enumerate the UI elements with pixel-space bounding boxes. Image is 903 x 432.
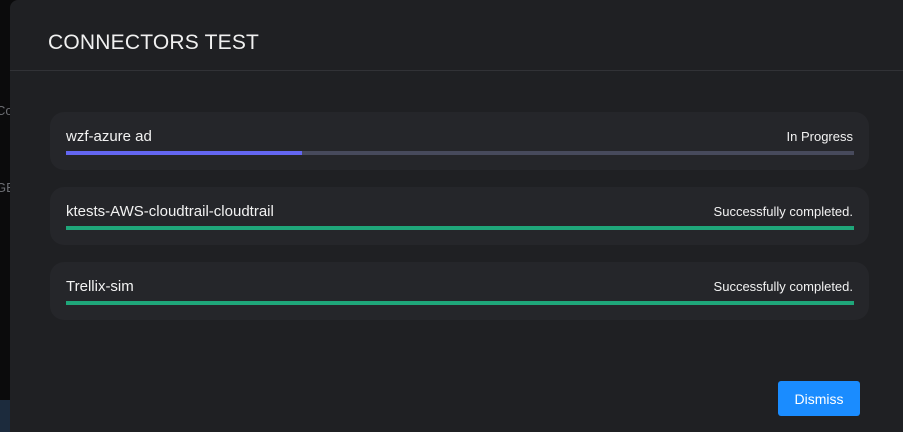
connector-status: In Progress xyxy=(786,129,853,144)
connector-card: wzf-azure ad In Progress xyxy=(50,112,869,170)
connector-card: Trellix-sim Successfully completed. xyxy=(50,262,869,320)
dismiss-button[interactable]: Dismiss xyxy=(778,381,860,416)
progress-bar xyxy=(66,301,854,305)
connector-name: ktests-AWS-cloudtrail-cloudtrail xyxy=(66,203,274,220)
progress-fill xyxy=(66,301,854,305)
connectors-test-modal: CONNECTORS TEST wzf-azure ad In Progress… xyxy=(10,0,903,432)
modal-title: CONNECTORS TEST xyxy=(48,31,260,54)
connector-name: Trellix-sim xyxy=(66,278,134,295)
connector-status: Successfully completed. xyxy=(713,279,853,294)
connector-card: ktests-AWS-cloudtrail-cloudtrail Success… xyxy=(50,187,869,245)
connector-name: wzf-azure ad xyxy=(66,128,152,145)
progress-fill xyxy=(66,151,303,155)
progress-bar xyxy=(66,226,854,230)
background-panel xyxy=(0,400,10,432)
background-text: Co xyxy=(0,103,13,118)
connector-status: Successfully completed. xyxy=(713,204,853,219)
modal-header: CONNECTORS TEST xyxy=(10,0,903,71)
progress-bar xyxy=(66,151,854,155)
progress-fill xyxy=(66,226,854,230)
